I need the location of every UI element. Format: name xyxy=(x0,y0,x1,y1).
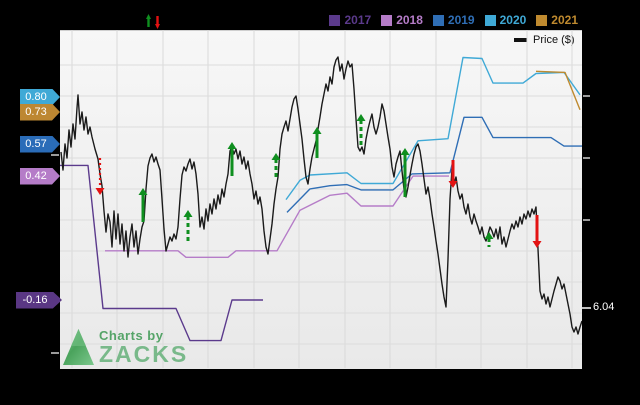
legend-item-2017: 2017 xyxy=(329,13,371,27)
header-trend-arrows xyxy=(146,14,160,29)
estimate-tag-2019: 0.57 xyxy=(20,135,60,153)
price-legend-label: Price ($) xyxy=(533,34,575,46)
zacks-triangle-icon xyxy=(63,329,94,365)
legend-swatch-2019-icon xyxy=(432,14,444,26)
year-legend: 2017 2018 2019 2020 2021 xyxy=(329,13,578,27)
estimate-tag-2020: 0.80 xyxy=(20,88,60,106)
legend-swatch-2020-icon xyxy=(484,14,496,26)
legend-label: 2019 xyxy=(447,13,475,27)
up-arrow-icon xyxy=(146,14,151,27)
logo-zacks: ZACKS xyxy=(99,341,189,367)
legend-label: 2020 xyxy=(499,13,527,27)
legend-swatch-2021-icon xyxy=(536,14,548,26)
legend-label: 2017 xyxy=(344,13,372,27)
legend-label: 2018 xyxy=(396,13,423,27)
down-arrow-icon xyxy=(155,16,160,29)
price-line-marker-icon xyxy=(514,38,527,42)
current-price-label: 6.04 xyxy=(593,301,615,313)
legend-swatch-2017-icon xyxy=(329,14,341,26)
logo-charts-by: Charts by xyxy=(99,328,164,343)
estimate-tag-2021: 0.73 xyxy=(20,103,60,121)
legend-label: 2021 xyxy=(551,13,578,27)
legend-item-2019: 2019 xyxy=(432,13,475,27)
legend-item-2020: 2020 xyxy=(484,13,527,27)
plot-area xyxy=(60,30,582,369)
estimate-tag-2017: -0.16 xyxy=(16,291,62,309)
legend-swatch-2018-icon xyxy=(381,14,393,26)
estimate-tag-2018: 0.42 xyxy=(20,167,60,185)
zacks-logo: Charts by ZACKS xyxy=(62,328,188,366)
price-legend: Price ($) xyxy=(514,34,575,46)
legend-item-2018: 2018 xyxy=(381,13,423,27)
legend-item-2021: 2021 xyxy=(536,13,578,27)
